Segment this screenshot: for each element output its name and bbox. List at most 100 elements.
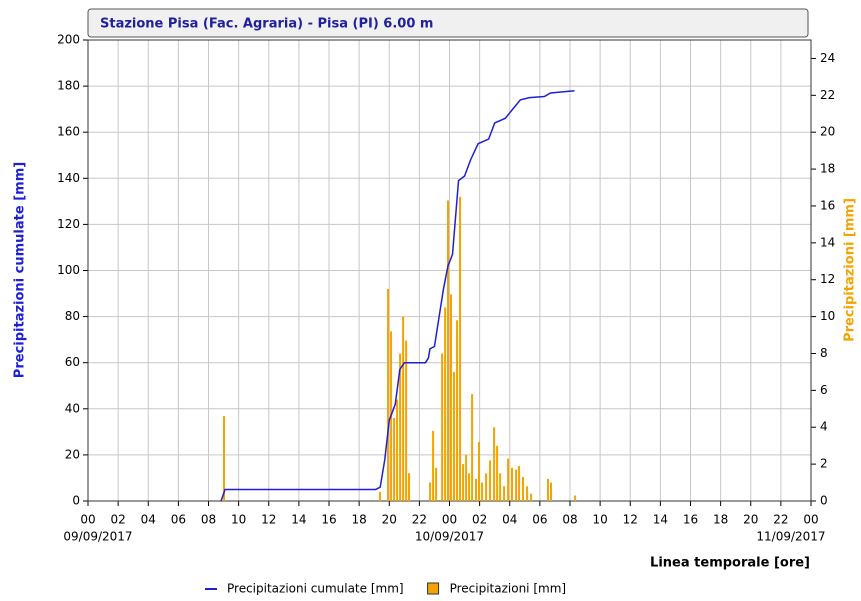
bar [441,353,444,501]
chart-title: Stazione Pisa (Fac. Agraria) - Pisa (PI)… [100,17,433,32]
title-box [87,8,809,38]
line [220,89,575,502]
y2-tick-label: 20 [820,125,835,139]
y-tick-label: 120 [57,217,80,231]
x-tick-label: 02 [110,513,125,527]
y-tick-label: 100 [57,263,80,277]
date-label: 11/09/2017 [756,530,825,544]
bar [503,486,506,501]
bar [456,320,459,501]
plot-frame [87,39,812,502]
x-axis-label: Linea temporale [ore] [650,556,810,571]
x-tick-label: 10 [592,513,607,527]
bar [399,353,402,501]
x-tick-label: 22 [412,513,427,527]
x-tick-label: 22 [773,513,788,527]
y-tick-label: 60 [65,355,80,369]
y2-tick-label: 24 [820,51,835,65]
bar [547,478,550,501]
bar [379,491,382,501]
y2-tick-label: 6 [820,383,828,397]
y-tick-label: 0 [72,494,80,508]
y-tick-label: 160 [57,125,80,139]
y2-tick-label: 10 [820,309,835,323]
x-tick-label: 10 [231,513,246,527]
bar [485,473,488,501]
bar [407,473,410,501]
x-tick-label: 12 [261,513,276,527]
x-tick-label: 04 [502,513,517,527]
bar [530,493,533,501]
x-tick-label: 20 [382,513,397,527]
x-tick-label: 08 [562,513,577,527]
y2-tick-label: 14 [820,235,835,249]
bar [465,454,468,501]
bar [429,482,432,501]
bar [405,340,408,501]
bar [481,482,484,501]
bar [462,464,465,501]
x-tick-label: 16 [321,513,336,527]
bar [511,467,514,501]
bar [435,467,438,501]
x-tick-label: 08 [201,513,216,527]
bar [471,394,474,501]
bar [450,294,453,501]
x-tick-label: 14 [653,513,668,527]
bar [396,399,399,501]
bar [475,478,478,501]
y-tick-label: 140 [57,171,80,185]
y-tick-label: 200 [57,33,80,47]
y-tick-label: 40 [65,401,80,415]
date-label: 10/09/2017 [415,530,484,544]
legend-label: Precipitazioni [mm] [450,582,567,596]
bar [507,458,510,501]
bar [515,469,518,501]
y2-axis-label: Precipitazioni [mm] [843,198,858,342]
x-tick-label: 06 [532,513,547,527]
y2-tick-label: 0 [820,494,828,508]
bar [468,473,471,501]
y2-tick-label: 4 [820,420,828,434]
bar [489,460,492,501]
bar [574,495,577,501]
x-tick-label: 00 [803,513,818,527]
x-tick-label: 14 [291,513,306,527]
bar [526,486,529,501]
x-tick-label: 18 [713,513,728,527]
bar [393,418,396,501]
y-tick-label: 80 [65,309,80,323]
legend-swatch [427,582,440,595]
bar [499,473,502,501]
x-tick-label: 00 [80,513,95,527]
x-tick-label: 18 [351,513,366,527]
bar [493,427,496,501]
bar [402,316,405,501]
x-tick-label: 20 [743,513,758,527]
y2-tick-label: 12 [820,272,835,286]
y2-tick-label: 2 [820,457,828,471]
y-tick-label: 180 [57,79,80,93]
bar [522,477,525,501]
x-tick-label: 04 [141,513,156,527]
bar [459,196,462,502]
bar [387,288,390,501]
y2-tick-label: 22 [820,88,835,102]
bar [446,200,449,502]
y-tick-label: 20 [65,447,80,461]
y2-tick-label: 18 [820,162,835,176]
y2-tick-label: 16 [820,198,835,212]
date-label: 09/09/2017 [63,530,132,544]
bar [478,441,481,501]
bar [518,465,521,501]
y2-tick-label: 8 [820,346,828,360]
x-tick-label: 02 [472,513,487,527]
bar [453,371,456,501]
legend-label: Precipitazioni cumulate [mm] [227,582,404,596]
x-tick-label: 16 [683,513,698,527]
bar [550,482,553,501]
y-axis-label: Precipitazioni cumulate [mm] [13,162,28,378]
bar [496,445,499,501]
bar [444,307,447,501]
